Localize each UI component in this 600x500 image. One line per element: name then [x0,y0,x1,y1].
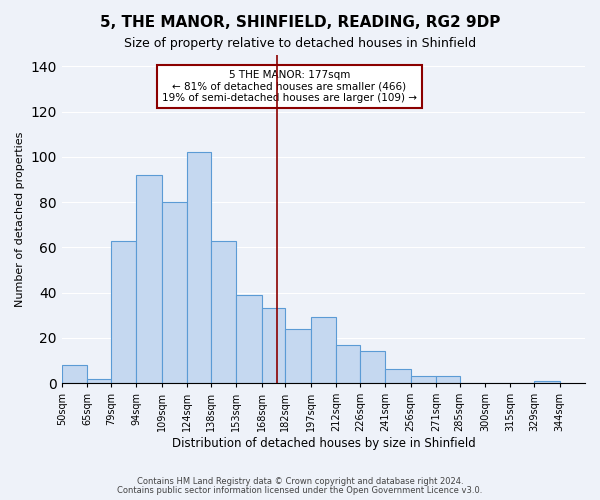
Bar [385,370,410,383]
Bar [410,376,436,383]
Bar [360,352,385,383]
Bar [336,344,360,383]
Text: Contains HM Land Registry data © Crown copyright and database right 2024.: Contains HM Land Registry data © Crown c… [137,477,463,486]
Text: 5, THE MANOR, SHINFIELD, READING, RG2 9DP: 5, THE MANOR, SHINFIELD, READING, RG2 9D… [100,15,500,30]
Bar [311,318,336,383]
Bar [111,240,136,383]
Bar [136,175,161,383]
Bar [62,365,87,383]
Text: Contains public sector information licensed under the Open Government Licence v3: Contains public sector information licen… [118,486,482,495]
Bar [187,152,211,383]
X-axis label: Distribution of detached houses by size in Shinfield: Distribution of detached houses by size … [172,437,475,450]
Bar [436,376,460,383]
Bar [161,202,187,383]
Bar [285,328,311,383]
Bar [211,240,236,383]
Text: 5 THE MANOR: 177sqm
← 81% of detached houses are smaller (466)
19% of semi-detac: 5 THE MANOR: 177sqm ← 81% of detached ho… [162,70,417,103]
Bar [534,381,560,383]
Text: Size of property relative to detached houses in Shinfield: Size of property relative to detached ho… [124,38,476,51]
Bar [236,295,262,383]
Bar [262,308,285,383]
Bar [87,378,111,383]
Y-axis label: Number of detached properties: Number of detached properties [15,132,25,306]
